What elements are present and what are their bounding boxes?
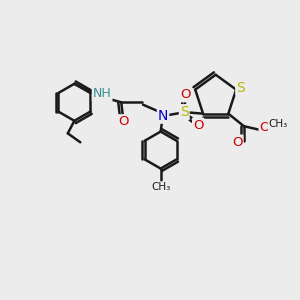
Text: O: O bbox=[118, 115, 128, 128]
Text: CH₃: CH₃ bbox=[268, 119, 288, 129]
Text: O: O bbox=[193, 119, 203, 132]
Text: O: O bbox=[260, 122, 270, 134]
Text: O: O bbox=[180, 88, 190, 101]
Text: NH: NH bbox=[93, 87, 112, 101]
Text: N: N bbox=[158, 109, 168, 123]
Text: CH₃: CH₃ bbox=[151, 182, 170, 192]
Text: S: S bbox=[180, 105, 189, 119]
Text: S: S bbox=[236, 80, 245, 94]
Text: O: O bbox=[232, 136, 242, 148]
